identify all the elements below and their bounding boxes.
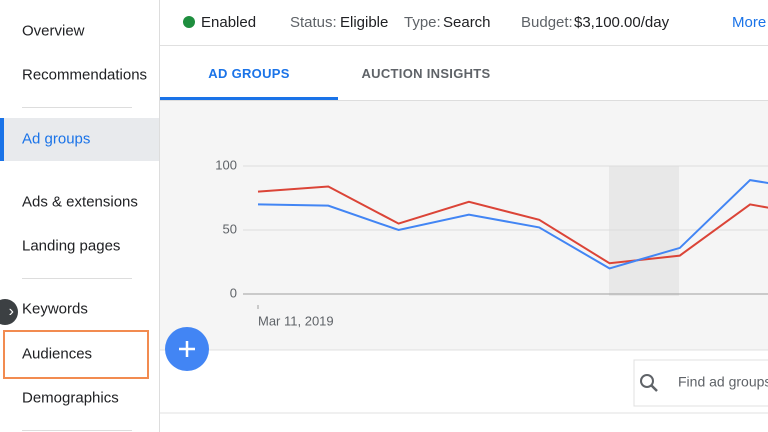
active-bg: [0, 118, 159, 161]
add-icon: [179, 341, 195, 357]
search-icon: [650, 384, 658, 392]
status: Eligible: [340, 14, 389, 31]
highlight-box: [3, 330, 149, 379]
nav-item[interactable]: Recommendations: [22, 66, 148, 84]
divider: [22, 278, 132, 279]
y-tick-label: 0: [230, 285, 237, 300]
status-label: Status:: [290, 14, 337, 31]
tab[interactable]: AUCTION INSIGHTS: [361, 66, 491, 81]
collapse-button[interactable]: ›: [0, 299, 18, 325]
status-dot: [183, 16, 195, 28]
active-bar: [0, 118, 4, 161]
divider: [22, 107, 132, 108]
nav-item[interactable]: Demographics: [22, 389, 119, 407]
series-line: [257, 179, 768, 270]
type-label: Type:: [404, 14, 441, 31]
nav-item[interactable]: Landing pages: [22, 237, 121, 255]
status-bar: Enabled Status: Eligible Type: Search Bu…: [160, 0, 768, 46]
search-icon: [640, 374, 654, 388]
y-tick-label: 100: [215, 157, 237, 172]
chart-area: Find ad groups 0 50 100 Mar 11, 2019: [160, 101, 768, 414]
series-line: [257, 185, 768, 265]
more-link[interactable]: More: [732, 14, 767, 31]
tabs: AD GROUPS AUCTION INSIGHTS: [160, 46, 768, 101]
nav-item[interactable]: Ads & extensions: [22, 193, 138, 211]
hover-band: [609, 166, 679, 296]
type: Search: [443, 14, 491, 31]
search-box[interactable]: [633, 359, 768, 407]
nav-item[interactable]: Audiences: [22, 345, 93, 363]
search-placeholder[interactable]: Find ad groups: [678, 374, 768, 390]
tab-indicator: [160, 97, 338, 100]
enabled[interactable]: Enabled: [201, 14, 257, 31]
nav-item[interactable]: Keywords: [22, 300, 88, 318]
divider: [22, 430, 132, 431]
budget-label: Budget:: [521, 14, 573, 31]
tab[interactable]: AD GROUPS: [208, 66, 290, 81]
sidebar: Overview Recommendations Ad groups Ads &…: [0, 0, 160, 432]
y-tick-label: 50: [223, 221, 237, 236]
nav-item[interactable]: Overview: [22, 22, 85, 40]
budget: $3,100.00/day: [574, 14, 670, 31]
nav-item[interactable]: Ad groups: [22, 130, 91, 148]
x-tick-label: Mar 11, 2019: [258, 313, 334, 328]
